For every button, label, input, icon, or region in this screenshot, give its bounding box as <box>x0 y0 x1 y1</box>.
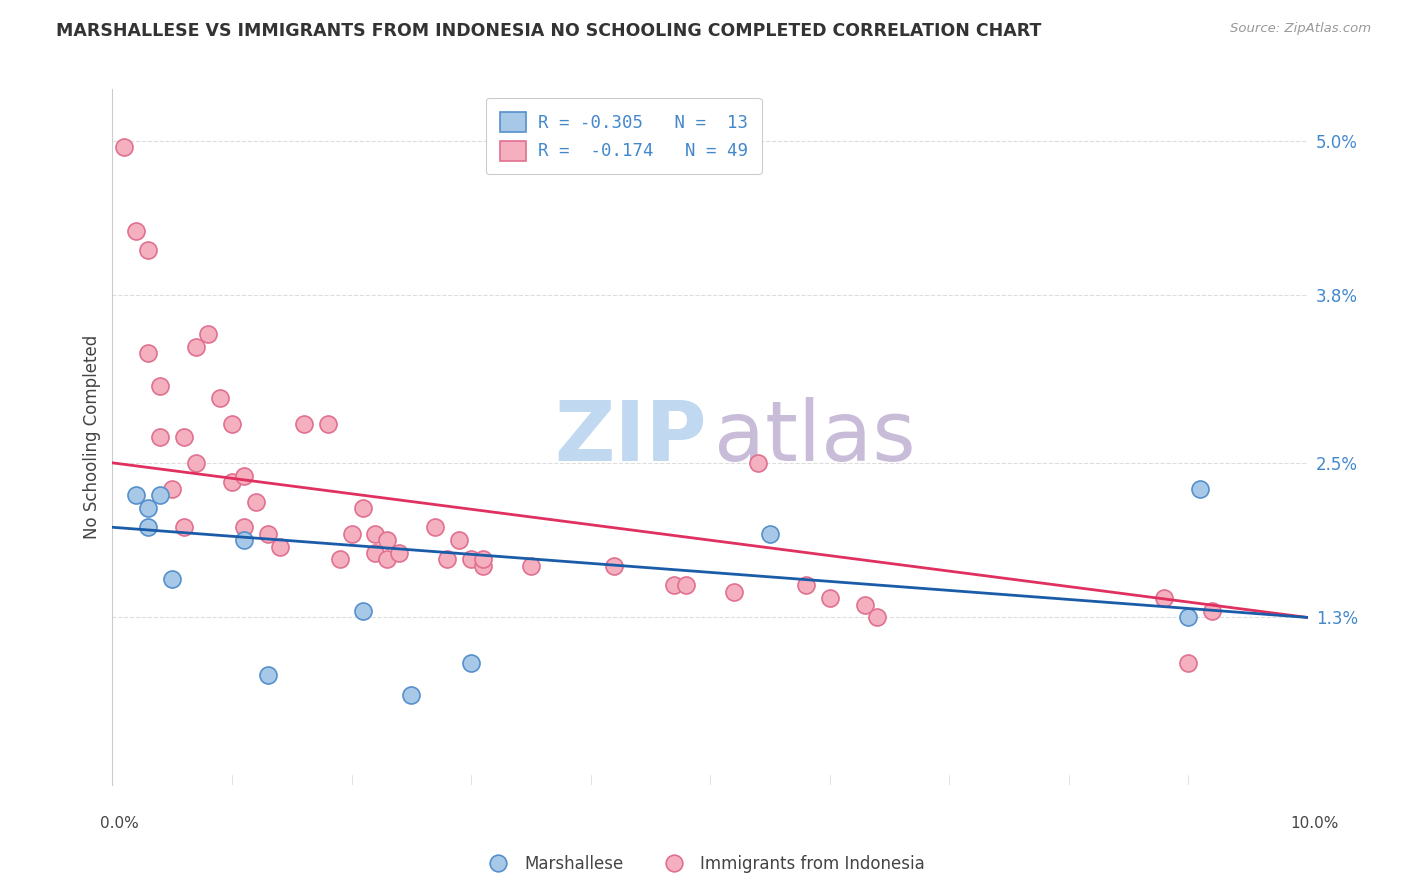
Point <box>388 546 411 560</box>
Point <box>520 558 543 573</box>
Point <box>759 526 782 541</box>
Point <box>747 456 769 470</box>
Point <box>472 558 495 573</box>
Text: ZIP: ZIP <box>554 397 706 477</box>
Point <box>197 326 219 341</box>
Point <box>233 520 256 534</box>
Point <box>209 392 232 406</box>
Point <box>603 558 626 573</box>
Point <box>162 482 183 496</box>
Point <box>364 546 387 560</box>
Text: MARSHALLESE VS IMMIGRANTS FROM INDONESIA NO SCHOOLING COMPLETED CORRELATION CHAR: MARSHALLESE VS IMMIGRANTS FROM INDONESIA… <box>56 22 1042 40</box>
Point <box>138 346 160 360</box>
Point <box>1201 604 1223 618</box>
Point <box>364 526 387 541</box>
Point <box>173 430 195 444</box>
Point <box>855 598 877 612</box>
Point <box>125 488 148 502</box>
Point <box>149 430 172 444</box>
Point <box>316 417 339 432</box>
Point <box>221 475 243 490</box>
Point <box>449 533 471 548</box>
Text: 10.0%: 10.0% <box>1291 816 1339 831</box>
Point <box>257 668 280 682</box>
Point <box>1189 482 1212 496</box>
Point <box>340 526 363 541</box>
Point <box>149 378 172 392</box>
Point <box>675 578 697 592</box>
Point <box>292 417 315 432</box>
Point <box>866 610 889 624</box>
Text: 0.0%: 0.0% <box>100 816 139 831</box>
Point <box>425 520 447 534</box>
Point <box>186 456 208 470</box>
Point <box>221 417 243 432</box>
Point <box>173 520 195 534</box>
Point <box>1177 656 1199 670</box>
Point <box>138 520 160 534</box>
Point <box>162 572 183 586</box>
Point <box>245 494 267 508</box>
Point <box>472 552 495 566</box>
Point <box>1177 610 1199 624</box>
Point <box>353 604 375 618</box>
Point <box>664 578 686 592</box>
Point <box>460 552 482 566</box>
Point <box>138 500 160 515</box>
Point <box>436 552 458 566</box>
Point <box>723 584 745 599</box>
Point <box>818 591 841 606</box>
Point <box>125 224 148 238</box>
Legend: R = -0.305   N =  13, R =  -0.174   N = 49: R = -0.305 N = 13, R = -0.174 N = 49 <box>485 98 762 175</box>
Point <box>149 488 172 502</box>
Point <box>460 656 482 670</box>
Point <box>377 533 399 548</box>
Point <box>186 340 208 354</box>
Point <box>138 244 160 258</box>
Point <box>257 526 280 541</box>
Y-axis label: No Schooling Completed: No Schooling Completed <box>83 335 101 539</box>
Legend: Marshallese, Immigrants from Indonesia: Marshallese, Immigrants from Indonesia <box>474 848 932 880</box>
Text: Source: ZipAtlas.com: Source: ZipAtlas.com <box>1230 22 1371 36</box>
Point <box>233 533 256 548</box>
Point <box>353 500 375 515</box>
Point <box>114 140 135 154</box>
Text: atlas: atlas <box>714 397 915 477</box>
Point <box>269 540 291 554</box>
Point <box>233 468 256 483</box>
Point <box>1153 591 1175 606</box>
Point <box>794 578 817 592</box>
Point <box>329 552 352 566</box>
Point <box>401 688 423 702</box>
Point <box>377 552 399 566</box>
